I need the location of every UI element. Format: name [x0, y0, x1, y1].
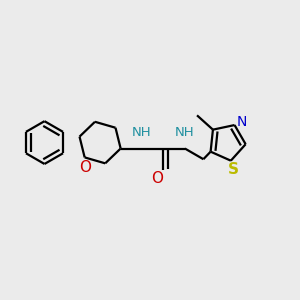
Text: O: O: [79, 160, 91, 175]
Text: O: O: [152, 171, 164, 186]
Text: NH: NH: [132, 126, 152, 139]
Text: N: N: [237, 115, 247, 129]
Text: S: S: [228, 162, 239, 177]
Text: NH: NH: [175, 126, 195, 139]
